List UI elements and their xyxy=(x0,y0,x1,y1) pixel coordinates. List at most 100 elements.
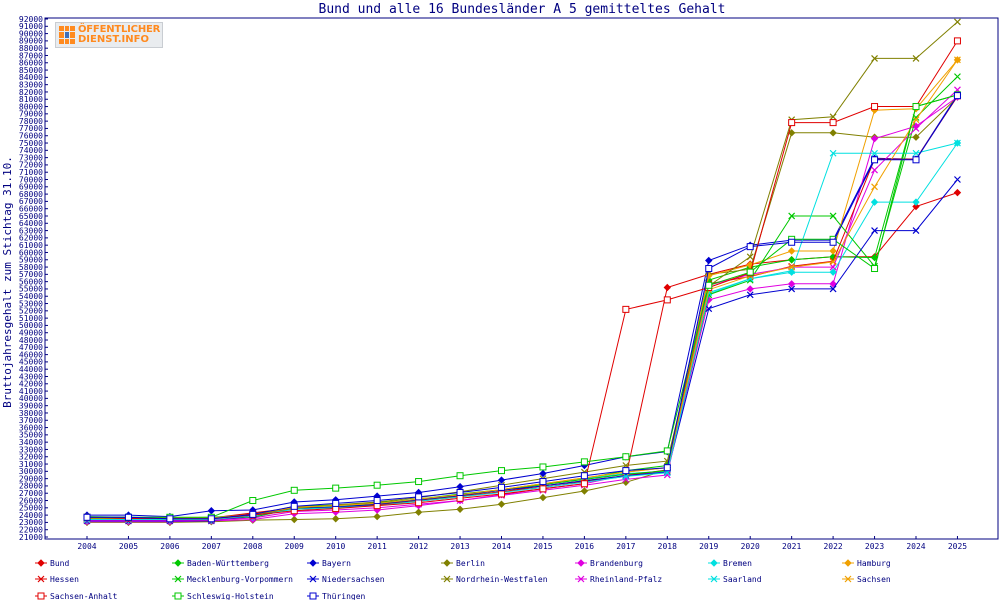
y-tick-label: 64000 xyxy=(19,219,43,228)
legend-label: Berlin xyxy=(456,559,485,568)
y-tick-label: 80000 xyxy=(19,102,43,111)
y-tick-label: 38000 xyxy=(19,409,43,418)
y-tick-label: 48000 xyxy=(19,336,43,345)
data-point-schleswig-holstein xyxy=(622,453,630,461)
data-point-schleswig-holstein xyxy=(539,463,547,471)
data-point-baden-wuerttemberg xyxy=(870,253,879,262)
legend-item-sachsen-anhalt: Sachsen-Anhalt xyxy=(35,592,118,600)
x-tick-label: 2009 xyxy=(285,542,304,551)
data-point-thueringen xyxy=(166,515,174,523)
series-line-berlin xyxy=(87,96,958,523)
data-point-thueringen xyxy=(705,265,713,273)
data-point-schleswig-holstein xyxy=(746,268,754,276)
legend-label: Sachsen xyxy=(857,575,891,584)
x-tick-label: 2011 xyxy=(368,542,387,551)
y-tick-label: 43000 xyxy=(19,372,43,381)
legend-label: Nordrhein-Westfalen xyxy=(456,575,548,584)
x-tick-label: 2023 xyxy=(865,542,884,551)
legend-marker xyxy=(844,575,852,583)
y-tick-label: 27000 xyxy=(19,489,43,498)
data-point-nordrhein-westfalen xyxy=(746,253,754,261)
legend-label: Hessen xyxy=(50,575,79,584)
data-point-thueringen xyxy=(953,92,961,100)
data-point-mecklenburg-vorpommern xyxy=(788,212,796,220)
data-point-thueringen xyxy=(829,238,837,246)
x-tick-label: 2007 xyxy=(202,542,221,551)
legend-label: Bayern xyxy=(322,559,351,568)
y-tick-label: 69000 xyxy=(19,183,43,192)
legend-marker xyxy=(443,575,451,583)
data-point-niedersachsen xyxy=(954,176,961,183)
data-point-nordrhein-westfalen xyxy=(871,54,878,62)
data-point-schleswig-holstein xyxy=(249,497,257,505)
y-tick-label: 70000 xyxy=(19,175,43,184)
y-tick-label: 90000 xyxy=(19,29,43,38)
data-point-berlin xyxy=(580,487,589,495)
data-point-schleswig-holstein xyxy=(705,281,713,289)
legend-label: Rheinland-Pfalz xyxy=(590,575,662,584)
x-tick-label: 2025 xyxy=(948,542,967,551)
data-point-bund xyxy=(912,202,920,211)
legend-item-hamburg: Hamburg xyxy=(842,559,891,568)
logo-grid-icon xyxy=(59,26,75,44)
y-tick-label: 72000 xyxy=(19,161,43,170)
data-point-thueringen xyxy=(332,499,340,507)
logo-line-2: DIENST.INFO xyxy=(78,34,149,45)
legend-item-bayern: Bayern xyxy=(307,559,351,568)
y-tick-label: 26000 xyxy=(19,496,43,505)
data-point-sachsen-anhalt xyxy=(580,480,588,488)
y-tick-label: 47000 xyxy=(19,343,43,352)
data-point-thueringen xyxy=(788,238,796,246)
data-point-bund xyxy=(663,283,672,292)
y-tick-label: 68000 xyxy=(19,190,43,199)
data-point-bayern xyxy=(497,476,506,484)
series-layer xyxy=(83,18,962,527)
data-point-bayern xyxy=(539,469,547,478)
data-point-sachsen xyxy=(871,183,878,191)
data-point-berlin xyxy=(456,505,464,513)
legend-item-saarland: Saarland xyxy=(708,575,762,584)
y-tick-label: 58000 xyxy=(19,263,43,272)
y-tick-label: 53000 xyxy=(19,299,43,308)
legend-item-nordrhein-westfalen: Nordrhein-Westfalen xyxy=(441,575,548,584)
x-tick-label: 2024 xyxy=(906,542,925,551)
data-point-sachsen-anhalt xyxy=(539,485,547,493)
data-point-thueringen xyxy=(207,515,215,523)
y-tick-label: 81000 xyxy=(19,95,43,104)
legend-label: Saarland xyxy=(723,575,762,584)
series-line-rheinland-pfalz xyxy=(87,89,958,521)
y-tick-label: 57000 xyxy=(19,270,43,279)
data-point-saarland xyxy=(912,149,920,157)
data-point-sachsen xyxy=(954,56,961,64)
y-axis-label: Bruttojahresgehalt zum Stichtag 31.10. xyxy=(1,156,14,408)
legend-item-baden-wuerttemberg: Baden-Württemberg xyxy=(172,559,269,568)
data-point-sachsen-anhalt xyxy=(829,119,837,127)
series-line-bayern xyxy=(87,94,958,518)
legend-item-bremen: Bremen xyxy=(708,559,752,568)
legend-label: Mecklenburg-Vorpommern xyxy=(187,575,293,584)
data-point-sachsen-anhalt xyxy=(788,119,796,127)
legend-marker xyxy=(309,592,317,600)
y-tick-label: 87000 xyxy=(19,51,43,60)
x-tick-label: 2008 xyxy=(243,542,262,551)
x-tick-label: 2016 xyxy=(575,542,594,551)
y-tick-label: 28000 xyxy=(19,482,43,491)
data-point-baden-wuerttemberg xyxy=(787,256,796,264)
data-point-niedersachsen xyxy=(788,285,796,293)
y-tick-label: 21000 xyxy=(19,533,43,542)
data-point-thueringen xyxy=(580,472,588,480)
legend-marker xyxy=(174,575,182,583)
y-tick-label: 77000 xyxy=(19,124,43,133)
y-tick-label: 74000 xyxy=(19,146,43,155)
data-point-brandenburg xyxy=(746,285,754,293)
data-point-schleswig-holstein xyxy=(663,447,671,455)
data-point-sachsen-anhalt xyxy=(498,490,505,498)
y-tick-label: 42000 xyxy=(19,380,43,389)
y-tick-label: 34000 xyxy=(19,438,43,447)
data-point-thueringen xyxy=(373,497,381,505)
y-tick-label: 78000 xyxy=(19,117,43,126)
data-point-nordrhein-westfalen xyxy=(829,113,837,121)
legend-marker xyxy=(174,559,182,567)
